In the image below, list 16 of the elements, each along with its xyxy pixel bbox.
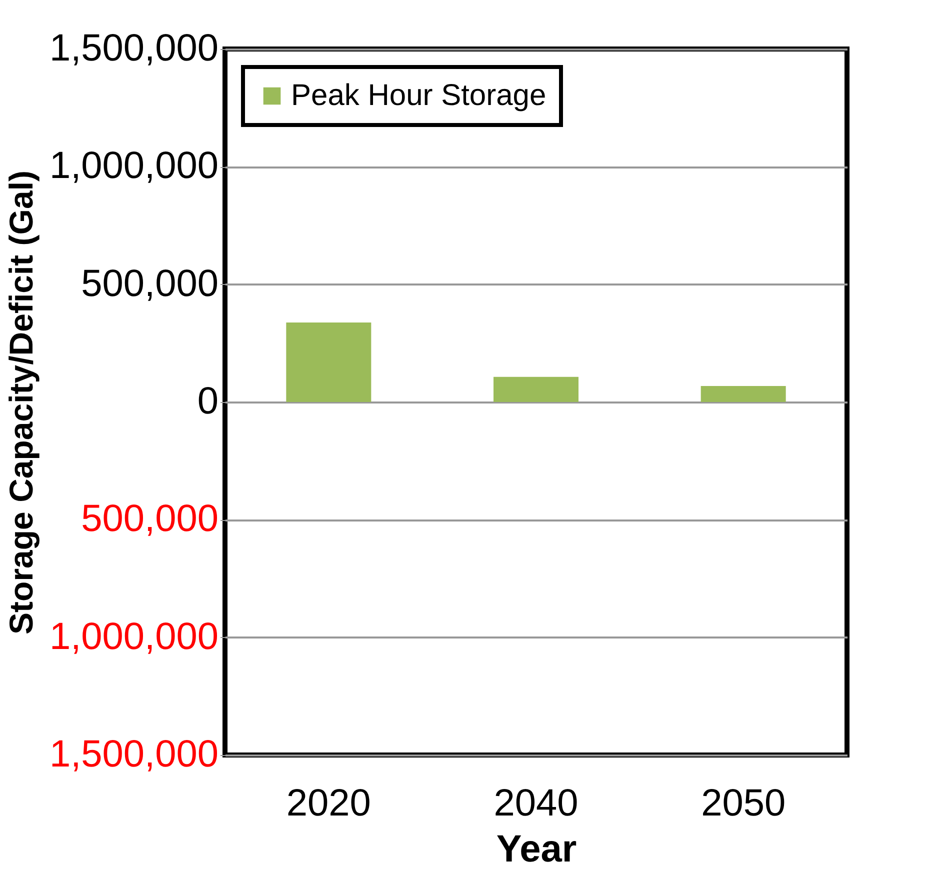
x-tick-label: 2040 [494, 782, 578, 824]
legend-label: Peak Hour Storage [291, 79, 546, 112]
bar [494, 376, 578, 402]
x-tick-label: 2020 [286, 782, 371, 824]
y-tick-label: 1,000,000 [49, 616, 218, 658]
x-axis-title: Year [496, 828, 577, 870]
y-tick-label: 500,000 [81, 262, 218, 305]
y-tick-label: 0 [197, 380, 218, 422]
bar [700, 386, 786, 402]
bar [286, 322, 372, 402]
y-tick-label: 1,500,000 [49, 28, 218, 70]
y-tick-label: 1,500,000 [49, 734, 218, 776]
y-tick-label: 1,000,000 [49, 145, 218, 188]
y-axis-title: Storage Capacity/Deficit (Gal) [2, 170, 40, 634]
y-tick-label: 500,000 [81, 498, 218, 540]
x-tick-label: 2050 [701, 782, 786, 824]
